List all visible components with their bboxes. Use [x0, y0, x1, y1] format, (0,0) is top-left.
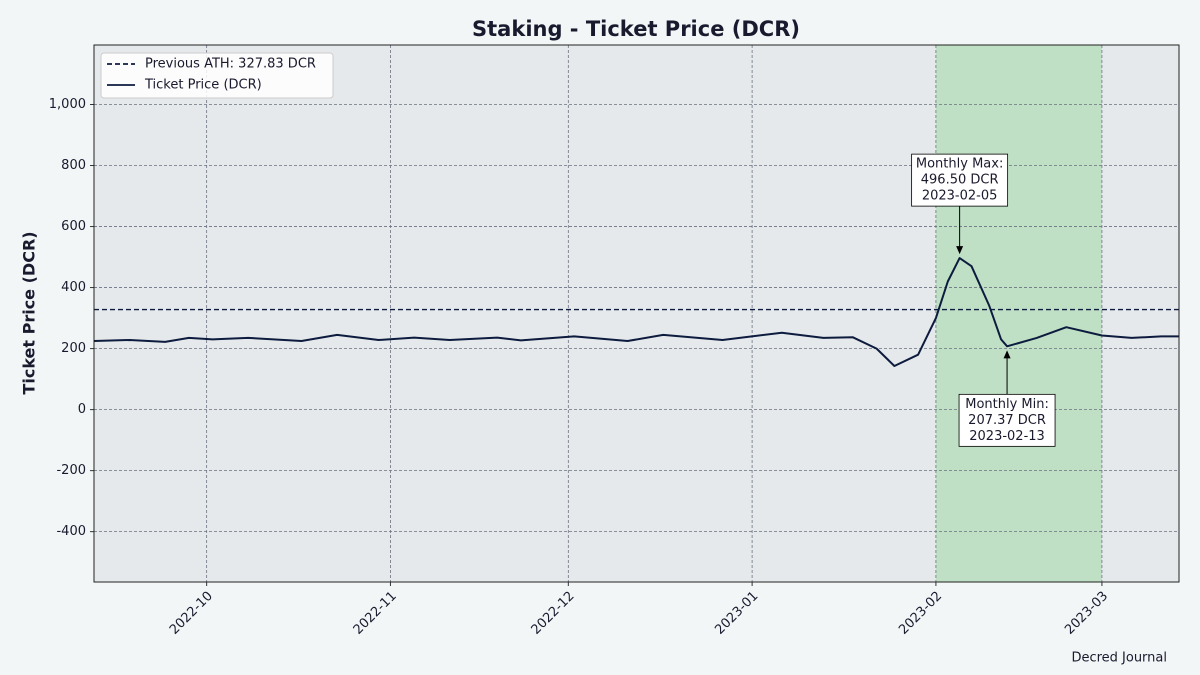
source: Decred Journal [1071, 651, 1167, 666]
legend-label: Ticket Price (DCR) [144, 78, 262, 93]
legend: Previous ATH: 327.83 DCR Ticket Price (DC… [100, 52, 334, 99]
y-tick-label: -200 [56, 463, 86, 478]
y-tick-label: 600 [61, 219, 86, 234]
y-tick-label: 800 [61, 158, 86, 173]
x-tick-label: 2022-11 [351, 589, 400, 638]
annotation-text: Monthly Max: [916, 157, 1003, 172]
x-tick-label: 2023-02 [896, 589, 945, 638]
y-tick-label: 1,000 [49, 97, 86, 112]
annotation-text: 2023-02-13 [969, 429, 1045, 444]
chart-title: Staking - Ticket Price (DCR) [472, 17, 800, 41]
y-tick-label: -400 [56, 524, 86, 539]
y-tick-label: 400 [61, 280, 86, 295]
annotation-text: Monthly Min: [965, 397, 1049, 412]
y-tick-label: 0 [78, 402, 86, 417]
annotation-arrowhead [1003, 350, 1011, 359]
legend-box [100, 52, 334, 99]
annotation-text: 496.50 DCR [921, 173, 999, 188]
x-tick-label: 2022-10 [167, 589, 216, 638]
annotation-text: 207.37 DCR [968, 413, 1046, 428]
x-tick-label: 2023-01 [712, 589, 761, 638]
x-tick-label: 2022-12 [529, 589, 578, 638]
x-tick-label: 2023-03 [1062, 589, 1111, 638]
annotation-arrowhead [956, 246, 964, 255]
legend-label: Previous ATH: 327.83 DCR [145, 57, 316, 72]
highlight-span [935, 45, 1102, 582]
annotation-box [958, 393, 1056, 447]
y-axis-label: Ticket Price (DCR) [20, 231, 39, 394]
annotation-text: 2023-02-05 [922, 189, 998, 204]
annotation-box [911, 153, 1009, 207]
plot-frame [93, 44, 1180, 583]
y-tick-label: 200 [61, 341, 86, 356]
price-line [93, 257, 1179, 367]
